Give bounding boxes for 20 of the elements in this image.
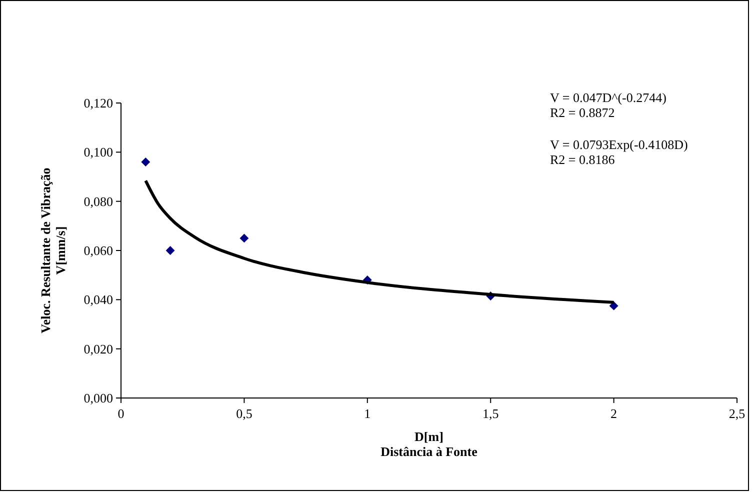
x-tick-label: 1,5 <box>482 406 499 421</box>
y-tick-label: 0,040 <box>84 292 113 308</box>
x-axis-title: D[m] Distância à Fonte <box>380 429 478 459</box>
x-tick-label: 2 <box>610 406 618 421</box>
point <box>240 234 249 243</box>
y-tick-label: 0,060 <box>84 243 113 258</box>
x-tick-label: 0,5 <box>236 406 252 421</box>
x-tick-label: 1 <box>364 406 371 421</box>
x-tick-label: 0 <box>118 406 124 421</box>
annotation: V = 0.0793Exp(-0.4108D) R2 = 0.8186 <box>550 137 688 167</box>
point <box>141 158 150 166</box>
y-axis-title: Veloc. Resultante de Vibração V[mm/s] <box>38 168 68 334</box>
y-tick-label: 0,000 <box>84 390 113 406</box>
y-tick-label: 0,120 <box>84 96 113 111</box>
x-tick-label: 2,5 <box>728 406 746 421</box>
point <box>166 246 175 255</box>
annotation: V = 0.047D^(-0.2744) R2 = 0.8872 <box>550 90 666 120</box>
y-tick-label: 0,020 <box>84 341 113 356</box>
y-tick-label: 0,080 <box>84 194 113 209</box>
y-tick-label: 0,100 <box>84 144 113 160</box>
